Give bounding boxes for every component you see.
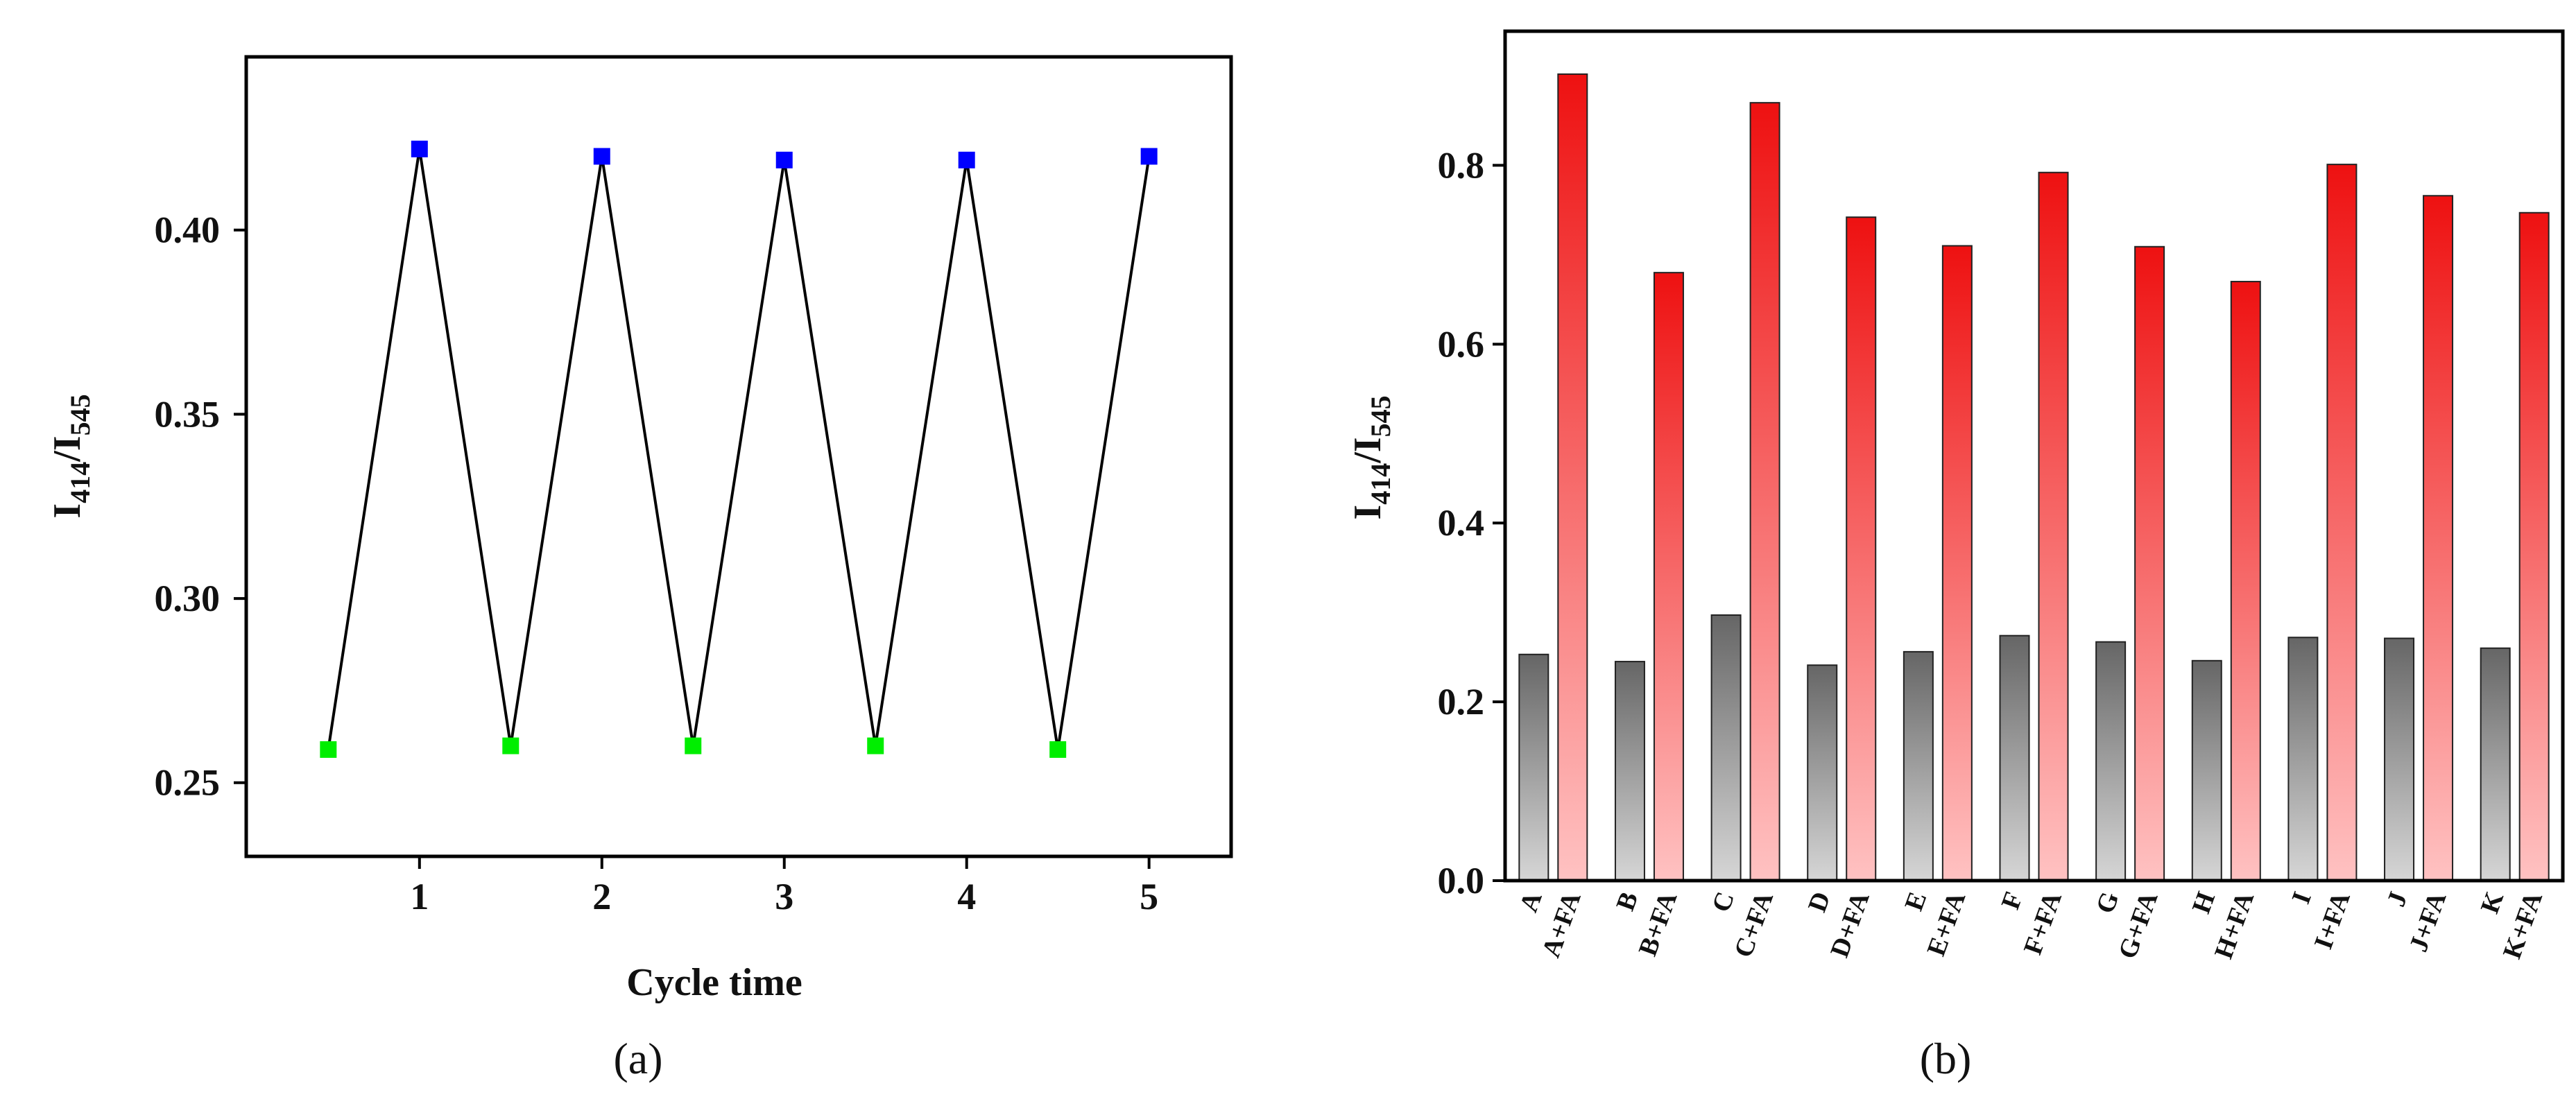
panel-b-category-label: H [2187,888,2222,917]
panel-b-bar-probe [2384,637,2415,881]
panel-b-bars [1518,73,2550,882]
panel-b-category-label: K [2475,888,2510,917]
panel-b-bar-probe-fa [1653,272,1684,881]
panel-a-data-point [411,140,428,157]
panel-b-bar-probe [1999,634,2030,881]
panel-b-category-label: D [1803,888,1837,916]
panel-b-axis-ticks: 0.0 0.2 0.4 0.6 0.8 [1438,144,1505,901]
panel-b-category-label: B [1611,888,1644,915]
panel-a-data-point [685,737,702,754]
panel-b-bar-probe [1710,614,1742,881]
panel-a-x-tick-label: 1 [410,876,429,917]
panel-a-data-point [958,151,975,169]
panel-a-plot-frame [244,55,1233,858]
panel-b-bar-probe [1614,661,1645,881]
panel-b-bar-probe [2191,659,2222,882]
panel-b-category-label: A [1514,888,1548,916]
panel-a-x-tick-label: 5 [1140,876,1158,917]
panel-b-category-label: G [2090,888,2125,917]
panel-a-x-axis-title: Cycle time [626,961,802,1004]
panel-b-label: (b) [1920,1034,1972,1083]
panel-b-y-tick-label: 0.8 [1438,144,1485,186]
panel-a-data-point [502,737,520,754]
panel-b-bar-chart: 0.00.20.40.60.8 AA+FA BB+FA CC+FA DD+FA EE+F… [1346,29,2565,1083]
panel-b-y-axis-title: I414/I545 [1346,395,1396,519]
panel-a-x-tick-label: 4 [957,876,976,917]
panel-b-bar-probe-fa [1941,245,1973,881]
panel-a-axis-ticks: 1 2 3 4 5 0.25 0.30 0.35 0.40 [155,209,1159,917]
panel-a-data-point [867,737,884,754]
panel-a-y-tick-label: 0.30 [155,578,221,619]
panel-a-series-line [327,147,1151,751]
panel-b-bar-probe [1518,653,1549,882]
panel-b-category-label: C [1706,888,1740,916]
panel-a-y-tick-label: 0.35 [155,393,221,435]
panel-b-bar-probe [2287,637,2319,882]
panel-b-bar-probe-fa [1749,102,1780,882]
panel-b-y-tick-label: 0.6 [1438,323,1485,365]
panel-b-category-label: I+FA [2309,888,2356,953]
panel-b-bar-probe-fa [2326,164,2358,881]
panel-a-y-axis-title: I414/I545 [46,394,96,518]
panel-b-category-label: F [1996,888,2029,913]
panel-a-zigzag-line [327,147,1151,751]
panel-a-markers [320,140,1158,758]
panel-b-bar-probe-fa [2423,195,2454,881]
panel-b-category-label: J [2382,888,2414,910]
panel-a-data-point [775,151,793,169]
panel-a-y-tick-label: 0.40 [155,209,221,251]
panel-b-bar-probe [2095,641,2127,881]
panel-a-label: (a) [613,1034,662,1083]
panel-a-x-tick-label: 3 [775,876,793,917]
panel-b-bar-probe-fa [2230,281,2261,882]
panel-b-y-tick-label: 0.2 [1438,681,1485,723]
panel-b-bar-probe-fa [2518,211,2550,881]
panel-a-data-point [593,148,610,165]
panel-b-bar-probe [1807,664,1838,881]
panel-b-category-label: E [1899,888,1932,915]
panel-a-x-tick-label: 2 [592,876,611,917]
panel-a-data-point [1140,148,1158,165]
panel-b-plot-frame [1503,29,2565,883]
panel-a-y-tick-label: 0.25 [155,762,221,804]
panel-b-category-labels: AA+FA BB+FA CC+FA DD+FA EE+FA FF+FA GG+FA HH+FA… [1514,888,2548,962]
panel-b-bar-probe-fa [2134,245,2165,881]
panel-b-bar-probe [1903,650,1934,881]
panel-b-bar-probe [2480,647,2511,881]
panel-a-data-point [1049,741,1067,758]
panel-b-category-label: I [2286,888,2317,908]
panel-a-data-point [320,741,337,758]
panel-b-bar-probe-fa [2038,171,2069,882]
panel-b-bar-probe-fa [1846,216,1877,882]
panel-b-y-tick-label: 0.0 [1438,860,1485,901]
panel-a-line-chart: 1 2 3 4 5 0.25 0.30 0.35 0.40 Cycle time I414/I5… [46,55,1233,1083]
panel-b-bar-probe-fa [1557,73,1588,881]
panel-b-y-tick-label: 0.4 [1438,502,1485,544]
